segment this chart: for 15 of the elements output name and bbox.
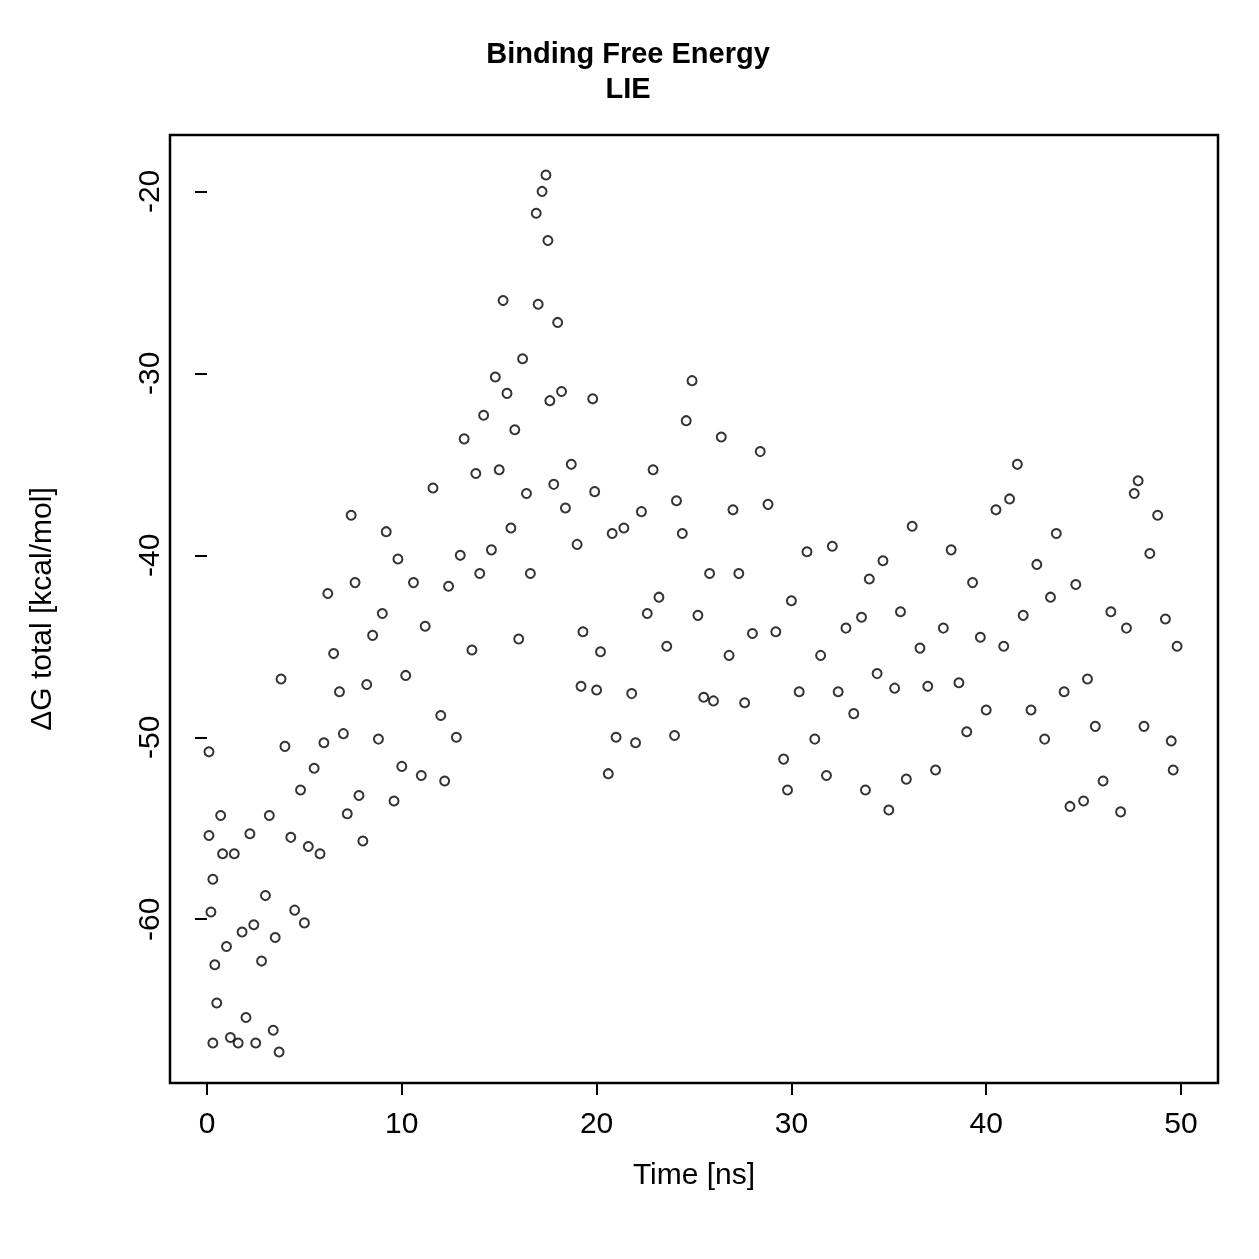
y-tick-label: -40 [131,533,165,577]
x-tick-label: 20 [579,1105,614,1139]
y-tick-label: -20 [131,169,165,214]
x-tick-label: 30 [774,1105,809,1139]
x-tick-label: 40 [969,1105,1003,1139]
y-tick-label: -60 [131,897,165,941]
x-tick-label: 0 [198,1105,216,1139]
chart-subtitle: LIE [605,71,651,104]
x-tick-label: 50 [1164,1105,1198,1139]
y-tick-label: -30 [131,351,165,396]
y-axis-title: ΔG total [kcal/mol] [23,487,57,731]
y-tick-label: -50 [131,715,165,759]
x-axis-title: Time [ns] [632,1156,756,1190]
x-tick-label: 10 [385,1105,419,1139]
chart-title: Binding Free Energy [486,36,770,69]
